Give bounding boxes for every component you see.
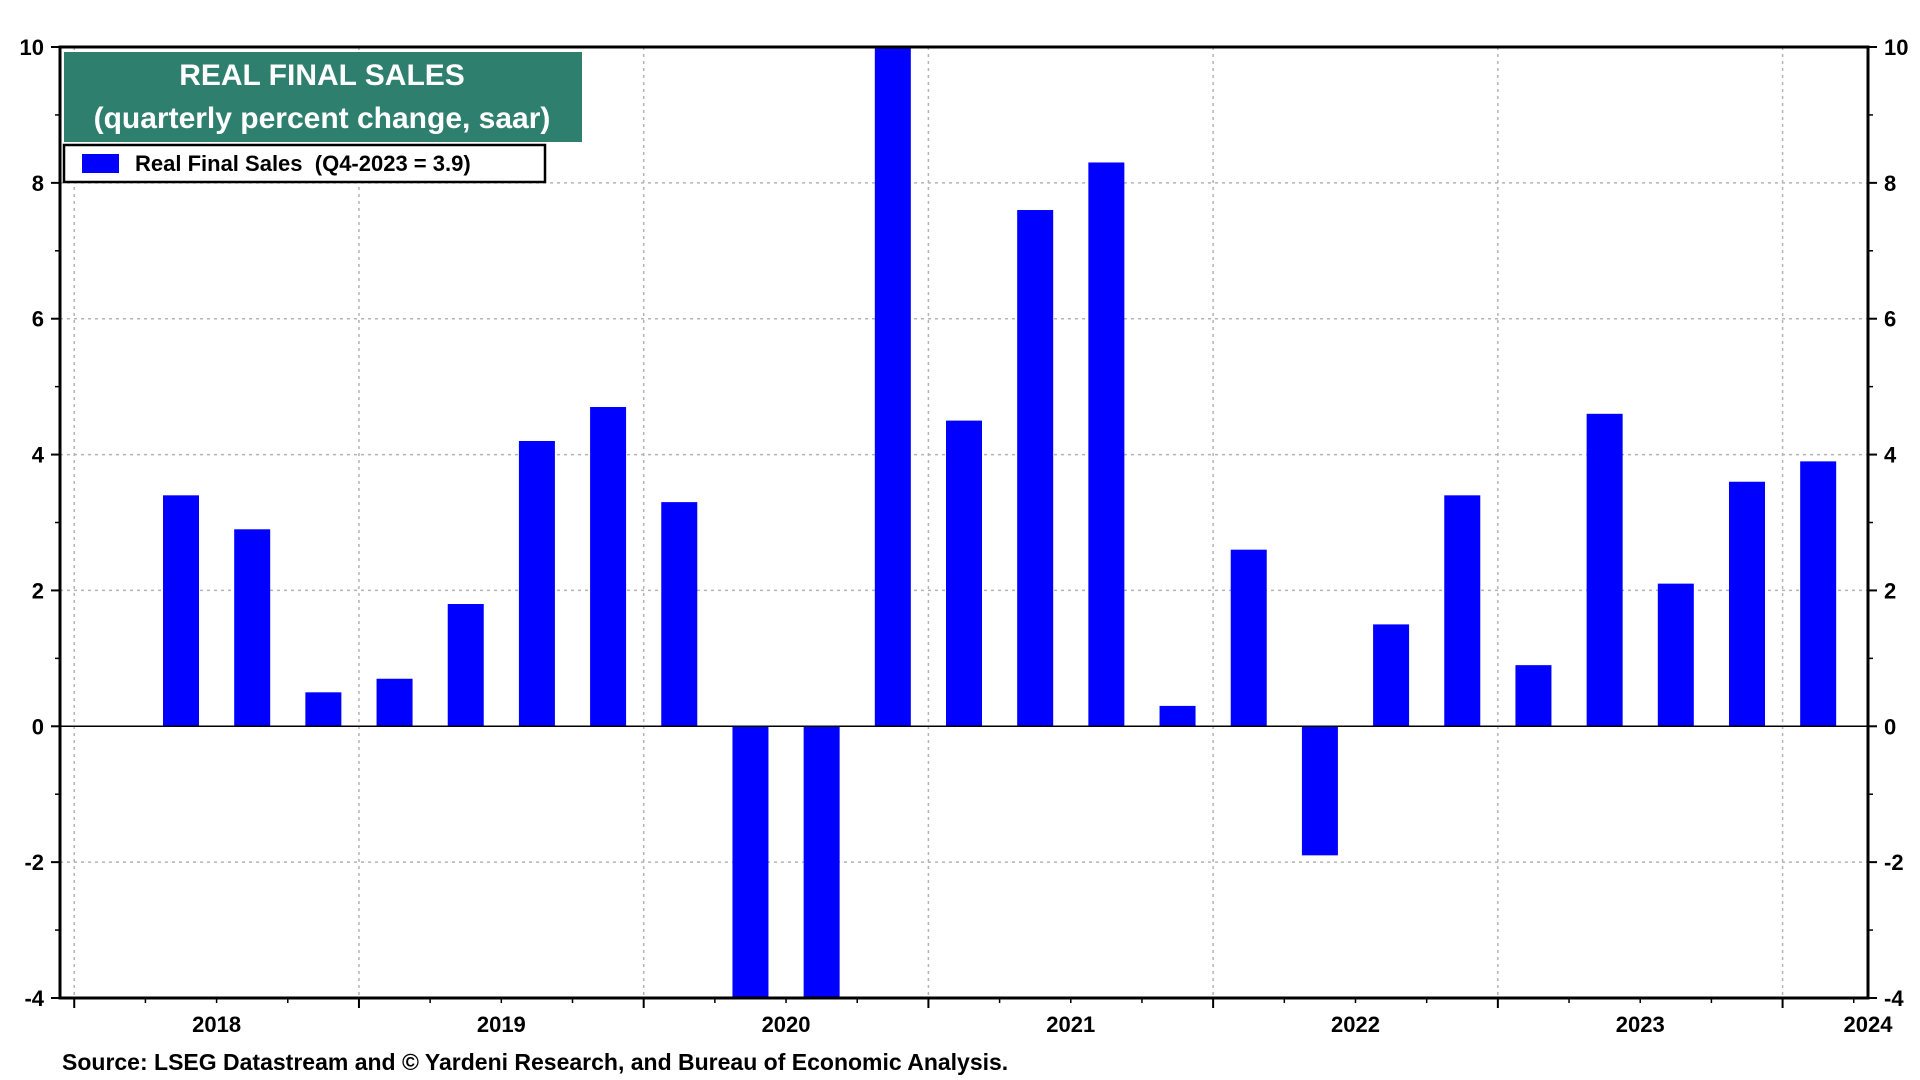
y-tick-label-right: -2	[1884, 850, 1904, 875]
bar	[1444, 495, 1481, 727]
axis-ticks	[51, 46, 1877, 1008]
legend: Real Final Sales (Q4-2023 = 3.9)	[62, 143, 547, 184]
y-tick-label-right: 0	[1884, 714, 1896, 739]
bar	[1800, 461, 1837, 727]
bar	[1088, 162, 1125, 727]
bar	[1515, 665, 1552, 727]
bar	[1657, 583, 1694, 727]
y-tick-label-left: 6	[32, 307, 44, 332]
bar	[1230, 549, 1267, 727]
y-tick-label-left: 10	[20, 35, 44, 60]
bar	[946, 420, 982, 727]
source-note: Source: LSEG Datastream and © Yardeni Re…	[62, 1049, 1008, 1075]
y-tick-label-right: 10	[1884, 35, 1908, 60]
legend-label: Real Final Sales (Q4-2023 = 3.9)	[135, 151, 471, 176]
x-tick-label: 2019	[477, 1012, 526, 1037]
bar	[661, 502, 698, 727]
x-tick-label: 2020	[762, 1012, 811, 1037]
y-tick-label-right: -4	[1884, 986, 1904, 1011]
y-tick-label-right: 4	[1884, 443, 1897, 468]
bar	[874, 47, 911, 727]
bar	[1159, 705, 1196, 727]
bar	[305, 692, 342, 727]
x-tick-label: 2024	[1844, 1012, 1894, 1037]
y-tick-label-left: -2	[24, 850, 44, 875]
bar	[732, 726, 769, 998]
bar	[163, 495, 200, 727]
bar	[234, 529, 271, 727]
legend-box	[62, 143, 547, 184]
x-tick-label: 2022	[1331, 1012, 1380, 1037]
bar	[376, 678, 413, 727]
x-tick-label: 2018	[192, 1012, 241, 1037]
title-box: REAL FINAL SALES (quarterly percent chan…	[64, 52, 582, 142]
bar	[518, 440, 555, 727]
bar	[1017, 210, 1054, 727]
bar	[447, 604, 484, 727]
legend-swatch	[82, 154, 119, 173]
bar	[803, 726, 840, 998]
y-tick-label-left: 0	[32, 714, 44, 739]
bar	[1728, 481, 1765, 727]
bar	[590, 407, 627, 727]
x-tick-label: 2023	[1616, 1012, 1665, 1037]
y-tick-label-left: -4	[24, 986, 44, 1011]
bar	[1586, 413, 1623, 727]
y-tick-label-right: 8	[1884, 171, 1896, 196]
y-tick-label-right: 2	[1884, 578, 1896, 603]
y-tick-label-left: 8	[32, 171, 44, 196]
y-tick-label-right: 6	[1884, 307, 1896, 332]
y-tick-label-left: 2	[32, 578, 44, 603]
title-background	[64, 52, 582, 142]
chart-subtitle: (quarterly percent change, saar)	[94, 102, 551, 135]
bar	[1373, 624, 1410, 727]
x-tick-label: 2021	[1046, 1012, 1095, 1037]
bar	[1301, 726, 1338, 856]
chart-title: REAL FINAL SALES	[179, 59, 465, 92]
bar-series	[163, 47, 1837, 998]
y-tick-label-left: 4	[32, 443, 45, 468]
axis-labels: 10 10 8 8 6 6 4 4 2 2 0 0 -2 -2 -4 -4 2018 2019 2020 2021 20…	[20, 35, 1909, 1037]
